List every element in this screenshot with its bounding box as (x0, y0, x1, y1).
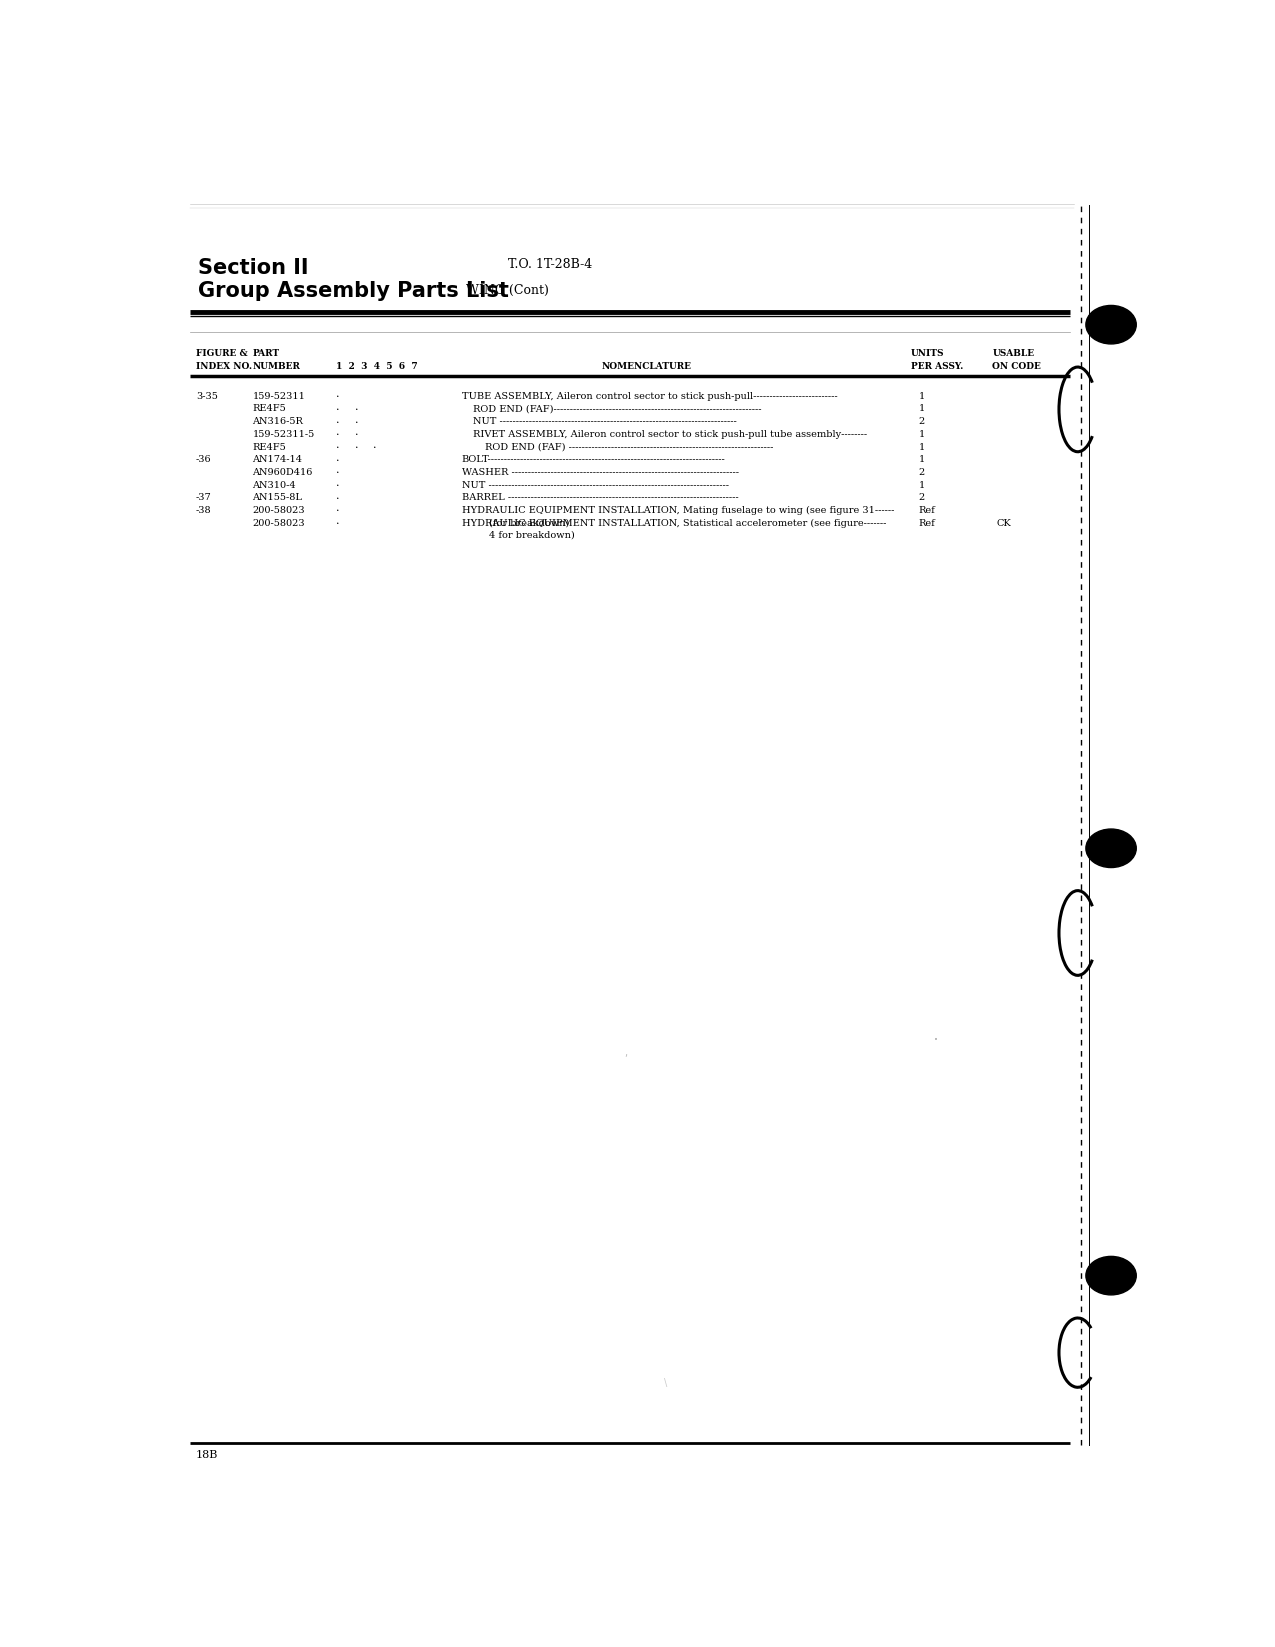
Text: .: . (354, 427, 358, 436)
Text: .: . (337, 516, 339, 525)
Text: -37: -37 (196, 494, 212, 502)
Text: (for breakdown): (for breakdown) (488, 519, 569, 527)
Text: NUMBER: NUMBER (252, 362, 300, 372)
Text: .: . (337, 504, 339, 514)
Text: AN960D416: AN960D416 (252, 468, 312, 478)
Text: 1  2  3  4  5  6  7: 1 2 3 4 5 6 7 (337, 362, 418, 372)
Text: ON CODE: ON CODE (992, 362, 1042, 372)
Text: .: . (337, 389, 339, 399)
Text: FIGURE &: FIGURE & (196, 349, 247, 357)
Text: .: . (337, 415, 339, 425)
Text: 1: 1 (919, 392, 926, 400)
Text: 3-35: 3-35 (196, 392, 218, 400)
Text: $\backslash$: $\backslash$ (663, 1375, 668, 1388)
Text: WING (Cont): WING (Cont) (465, 283, 548, 296)
Text: HYDRAULIC EQUIPMENT INSTALLATION, Statistical accelerometer (see figure-------: HYDRAULIC EQUIPMENT INSTALLATION, Statis… (462, 519, 886, 527)
Text: .: . (337, 427, 339, 436)
Text: 200-58023: 200-58023 (252, 506, 305, 516)
Text: 1: 1 (919, 443, 926, 451)
Text: INDEX NO.: INDEX NO. (196, 362, 252, 372)
Text: Ref: Ref (919, 506, 936, 516)
Text: .: . (374, 440, 377, 450)
Text: Group Assembly Parts List: Group Assembly Parts List (198, 280, 509, 301)
Text: 2: 2 (919, 468, 926, 478)
Text: 1: 1 (919, 430, 926, 438)
Text: 159-52311: 159-52311 (252, 392, 305, 400)
Text: AN316-5R: AN316-5R (252, 417, 303, 427)
Text: BARREL -----------------------------------------------------------------------: BARREL ---------------------------------… (462, 494, 738, 502)
Text: NOMENCLATURE: NOMENCLATURE (601, 362, 691, 372)
Text: NUT --------------------------------------------------------------------------: NUT ------------------------------------… (462, 481, 728, 489)
Text: USABLE: USABLE (992, 349, 1034, 357)
Text: PART: PART (252, 349, 279, 357)
Text: RE4F5: RE4F5 (252, 443, 286, 451)
Text: ROD END (FAF)----------------------------------------------------------------: ROD END (FAF)---------------------------… (473, 405, 761, 413)
Text: .: . (337, 466, 339, 476)
Text: .: . (337, 453, 339, 463)
Text: AN155-8L: AN155-8L (252, 494, 302, 502)
Text: 159-52311-5: 159-52311-5 (252, 430, 315, 438)
Text: 1: 1 (919, 405, 926, 413)
Text: BOLT-------------------------------------------------------------------------: BOLT------------------------------------… (462, 455, 725, 464)
Text: .: . (354, 440, 358, 450)
Ellipse shape (1086, 828, 1136, 868)
Text: ,: , (625, 1049, 627, 1059)
Text: AN174-14: AN174-14 (252, 455, 302, 464)
Text: 2: 2 (919, 494, 926, 502)
Text: 2: 2 (919, 417, 926, 427)
Text: 1: 1 (919, 481, 926, 489)
Text: CK: CK (996, 519, 1011, 527)
Text: 18B: 18B (196, 1451, 218, 1461)
Text: -38: -38 (196, 506, 212, 516)
Text: Section II: Section II (198, 257, 309, 278)
Text: T.O. 1T-28B-4: T.O. 1T-28B-4 (509, 257, 593, 270)
Text: RIVET ASSEMBLY, Aileron control sector to stick push-pull tube assembly--------: RIVET ASSEMBLY, Aileron control sector t… (473, 430, 867, 438)
Text: 1: 1 (919, 455, 926, 464)
Text: NUT -------------------------------------------------------------------------: NUT ------------------------------------… (473, 417, 737, 427)
Ellipse shape (1086, 1257, 1136, 1295)
Text: RE4F5: RE4F5 (252, 405, 286, 413)
Text: .: . (337, 440, 339, 450)
Text: .: . (337, 491, 339, 501)
Text: .: . (337, 478, 339, 488)
Text: •: • (935, 1038, 938, 1043)
Text: ROD END (FAF) ---------------------------------------------------------------: ROD END (FAF) --------------------------… (484, 443, 773, 451)
Text: .: . (337, 402, 339, 412)
Text: 4 for breakdown): 4 for breakdown) (488, 530, 575, 540)
Ellipse shape (1086, 305, 1136, 344)
Text: PER ASSY.: PER ASSY. (912, 362, 964, 372)
Text: HYDRAULIC EQUIPMENT INSTALLATION, Mating fuselage to wing (see figure 31------: HYDRAULIC EQUIPMENT INSTALLATION, Mating… (462, 506, 894, 516)
Text: Ref: Ref (919, 519, 936, 527)
Text: .: . (354, 415, 358, 425)
Text: TUBE ASSEMBLY, Aileron control sector to stick push-pull------------------------: TUBE ASSEMBLY, Aileron control sector to… (462, 392, 838, 400)
Text: UNITS: UNITS (912, 349, 945, 357)
Text: -36: -36 (196, 455, 212, 464)
Text: WASHER ----------------------------------------------------------------------: WASHER ---------------------------------… (462, 468, 738, 478)
Text: 200-58023: 200-58023 (252, 519, 305, 527)
Text: .: . (354, 402, 358, 412)
Text: AN310-4: AN310-4 (252, 481, 296, 489)
